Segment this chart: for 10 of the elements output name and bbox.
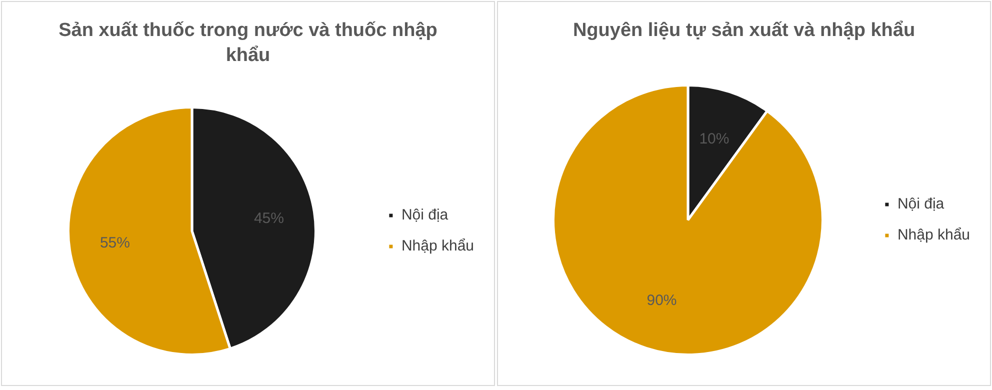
legend-label: Nội địa (897, 196, 945, 213)
data-label: 90% (646, 292, 677, 309)
data-label: 55% (100, 234, 130, 252)
chart-title: Nguyên liệu tự sản xuất và nhập khẩu (572, 19, 916, 43)
chart-title: Sản xuất thuốc trong nước và thuốc nhập khẩu (58, 19, 438, 68)
data-label: 45% (254, 210, 284, 227)
data-label: 10% (699, 130, 730, 148)
legend-label: Nhập khẩu (401, 238, 474, 255)
legend-label: Nội địa (401, 206, 449, 224)
legend-label: Nhập khẩu (897, 226, 970, 244)
